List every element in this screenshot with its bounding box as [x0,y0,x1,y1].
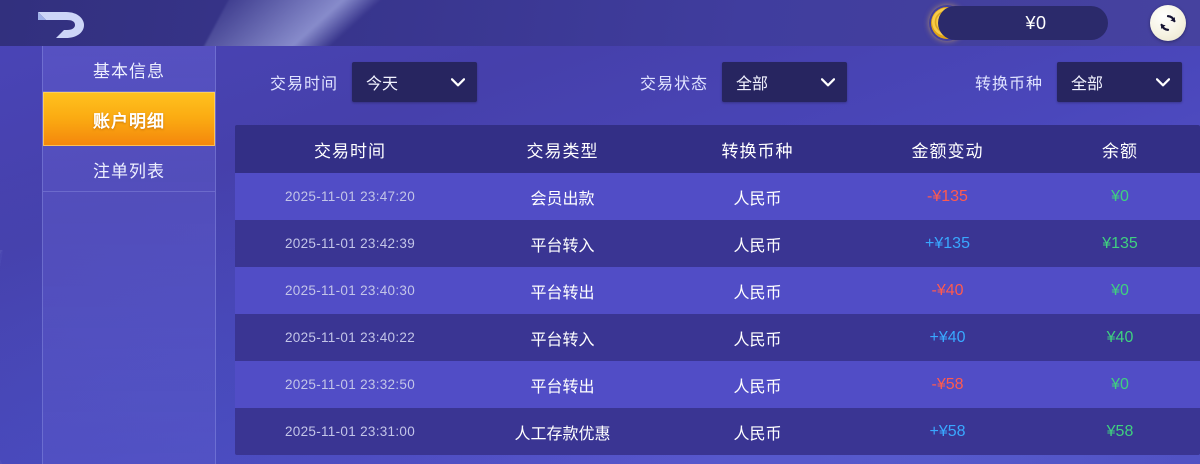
cell-amount: +¥40 [929,328,966,346]
sidebar: 基本信息 账户明细 注单列表 [42,46,216,464]
cell-time: 2025-11-01 23:42:39 [284,235,416,251]
table-row[interactable]: 2025-11-01 23:31:00 人工存款优惠 人民币 +¥58 ¥58 [235,408,1200,455]
cell-type: 平台转入 [530,331,595,349]
cell-currency: 人民币 [733,237,782,255]
cell-type: 平台转入 [530,237,595,255]
table-row[interactable]: 2025-11-01 23:40:22 平台转入 人民币 +¥40 ¥40 [235,314,1200,361]
cell-balance: ¥0 [1111,375,1129,393]
cell-type: 会员出款 [530,190,595,208]
cell-amount: +¥135 [925,234,970,252]
cell-currency: 人民币 [733,284,782,302]
transaction-time-select[interactable]: 今天 [352,62,478,102]
cell-amount: -¥135 [927,187,968,205]
filter-label: 交易时间 [270,76,339,93]
cell-currency: 人民币 [733,190,782,208]
cell-time: 2025-11-01 23:47:20 [284,188,416,204]
cell-balance: ¥0 [1111,187,1129,205]
column-header-currency: 转换币种 [721,141,794,161]
cell-type: 人工存款优惠 [514,425,611,443]
cell-balance: ¥40 [1106,328,1134,346]
select-value: 今天 [366,76,399,93]
cell-time: 2025-11-01 23:32:50 [284,376,416,392]
column-header-type: 交易类型 [526,141,599,161]
cell-balance: ¥135 [1102,234,1138,252]
table-row[interactable]: 2025-11-01 23:42:39 平台转入 人民币 +¥135 ¥135 [235,220,1200,267]
cell-balance: ¥0 [1111,281,1129,299]
chevron-down-icon [1156,77,1171,86]
cell-time: 2025-11-01 23:31:00 [284,423,416,439]
cell-time: 2025-11-01 23:40:30 [284,282,416,298]
sidebar-item-account-details[interactable]: 账户明细 [43,92,215,146]
transaction-status-select[interactable]: 全部 [722,62,848,102]
select-value: 全部 [736,76,769,93]
cell-currency: 人民币 [733,378,782,396]
currency-select[interactable]: 全部 [1057,62,1183,102]
sidebar-item-label: 账户明细 [93,111,165,131]
cell-currency: 人民币 [733,331,782,349]
column-header-amount: 金额变动 [911,141,984,161]
topbar-sheen [175,0,445,46]
filter-bar: 交易时间 今天 交易状态 全部 转换币种 全部 [235,58,1200,106]
select-value: 全部 [1071,76,1104,93]
filter-label: 交易状态 [640,76,709,93]
table-row[interactable]: 2025-11-01 23:32:50 平台转出 人民币 -¥58 ¥0 [235,361,1200,408]
cell-balance: ¥58 [1106,422,1134,440]
chevron-down-icon [451,77,466,86]
balance-display: ¥0 [938,6,1108,40]
filter-transaction-status: 交易状态 全部 [640,62,848,102]
cell-type: 平台转出 [530,378,595,396]
sidebar-item-bet-records[interactable]: 注单列表 [43,146,215,192]
brand-logo-d[interactable] [26,5,96,41]
filter-currency: 转换币种 全部 [975,62,1183,102]
cell-time: 2025-11-01 23:40:22 [284,329,416,345]
table-row[interactable]: 2025-11-01 23:47:20 会员出款 人民币 -¥135 ¥0 [235,173,1200,220]
chevron-down-icon [821,77,836,86]
cell-amount: -¥40 [931,281,964,299]
transactions-table: 交易时间 交易类型 转换币种 金额变动 余额 2025-11-01 23:47:… [235,125,1200,455]
column-header-balance: 余额 [1102,141,1138,161]
cell-amount: +¥58 [929,422,966,440]
refresh-icon[interactable] [1150,5,1186,41]
sidebar-item-label: 基本信息 [93,61,165,81]
table-body: 2025-11-01 23:47:20 会员出款 人民币 -¥135 ¥0 2025-11… [235,173,1200,455]
filter-transaction-time: 交易时间 今天 [270,62,478,102]
cell-amount: -¥58 [931,375,964,393]
cell-currency: 人民币 [733,425,782,443]
sidebar-item-basic-info[interactable]: 基本信息 [43,46,215,92]
cell-type: 平台转出 [530,284,595,302]
filter-label: 转换币种 [975,76,1044,93]
table-header-row: 交易时间 交易类型 转换币种 金额变动 余额 [235,125,1200,173]
sidebar-item-label: 注单列表 [93,161,165,181]
table-row[interactable]: 2025-11-01 23:40:30 平台转出 人民币 -¥40 ¥0 [235,267,1200,314]
balance-amount: ¥0 [1025,12,1047,33]
column-header-time: 交易时间 [314,141,386,161]
top-bar: $ ¥0 [0,0,1200,46]
